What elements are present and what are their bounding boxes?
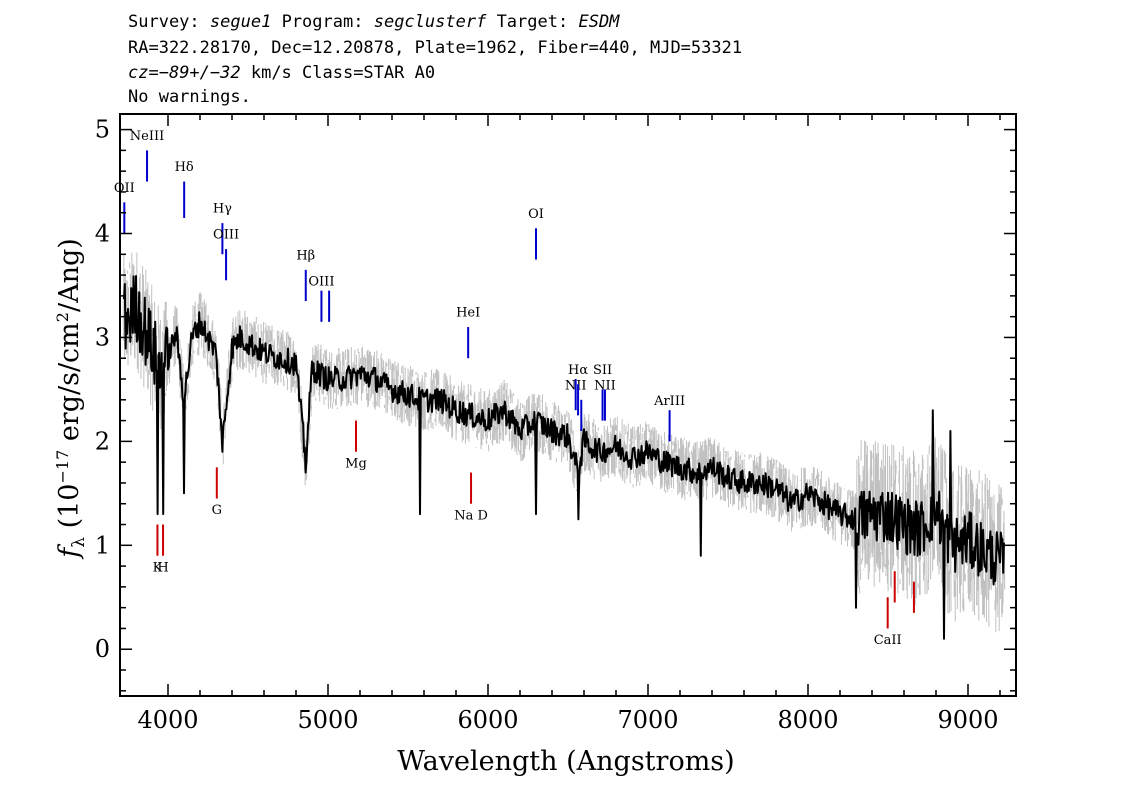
spectrum-series: [123, 275, 1005, 640]
y-tick-label: 4: [95, 220, 110, 248]
emission-line-label: OIII: [308, 274, 334, 289]
spectrum-line: [123, 275, 1005, 640]
survey-value: segue1: [209, 12, 272, 32]
emission-line-label: OIII: [213, 228, 239, 243]
emission-line-label: SII: [593, 363, 612, 378]
x-tick-label: 9000: [937, 706, 998, 734]
axes: 4000 5000 6000 7000 8000 9000 0 1 2 3 4 5: [95, 113, 1017, 734]
x-tick-label: 4000: [137, 706, 198, 734]
absorption-line-label: K: [153, 560, 163, 575]
absorption-line-label: CaII: [874, 633, 902, 648]
emission-line-label: Hβ: [296, 249, 315, 264]
program-value: segclusterf: [373, 12, 487, 32]
y-tick-label: 2: [95, 427, 110, 455]
emission-line-label: ArIII: [653, 394, 685, 409]
emission-line-label: HeI: [456, 306, 480, 321]
x-tick-label: 6000: [457, 706, 518, 734]
y-tick-label: 1: [95, 531, 110, 559]
absorption-line-label: Mg: [345, 456, 367, 471]
plot-frame: [119, 113, 1017, 697]
emission-line-label: Hδ: [175, 160, 194, 175]
x-tick-label: 7000: [617, 706, 678, 734]
y-tick-label: 3: [95, 323, 110, 351]
absorption-line-label: G: [212, 503, 222, 518]
x-axis-title: Wavelength (Angstroms): [397, 746, 734, 777]
cz-value: −89+/−32: [158, 63, 241, 83]
emission-line-label: OII: [114, 181, 135, 196]
emission-line-label: Hγ: [213, 202, 232, 217]
header-line-4: No warnings.: [128, 87, 251, 107]
emission-line-label: NII: [594, 378, 616, 393]
x-tick-label: 8000: [777, 706, 838, 734]
y-axis-title: fλ (10−17 erg/s/cm2/Ang): [53, 238, 89, 560]
header-line-1: Survey: segue1 Program: segclusterf Targ…: [128, 12, 620, 32]
target-value: ESDM: [578, 12, 620, 32]
emission-line-label: NII: [565, 378, 587, 393]
header-line-2: RA=322.28170, Dec=12.20878, Plate=1962, …: [128, 38, 743, 58]
y-tick-label: 0: [95, 635, 110, 663]
x-tick-label: 5000: [297, 706, 358, 734]
header-line-3: cz=−89+/−32 km/s Class=STAR A0: [128, 63, 436, 83]
emission-line-label: OI: [528, 207, 544, 222]
y-tick-label: 5: [95, 116, 110, 144]
absorption-line-label: Na D: [454, 508, 488, 523]
absorption-line-label: H: [157, 560, 168, 575]
emission-line-label: NeIII: [130, 129, 164, 144]
emission-line-label: Hα: [568, 363, 588, 378]
